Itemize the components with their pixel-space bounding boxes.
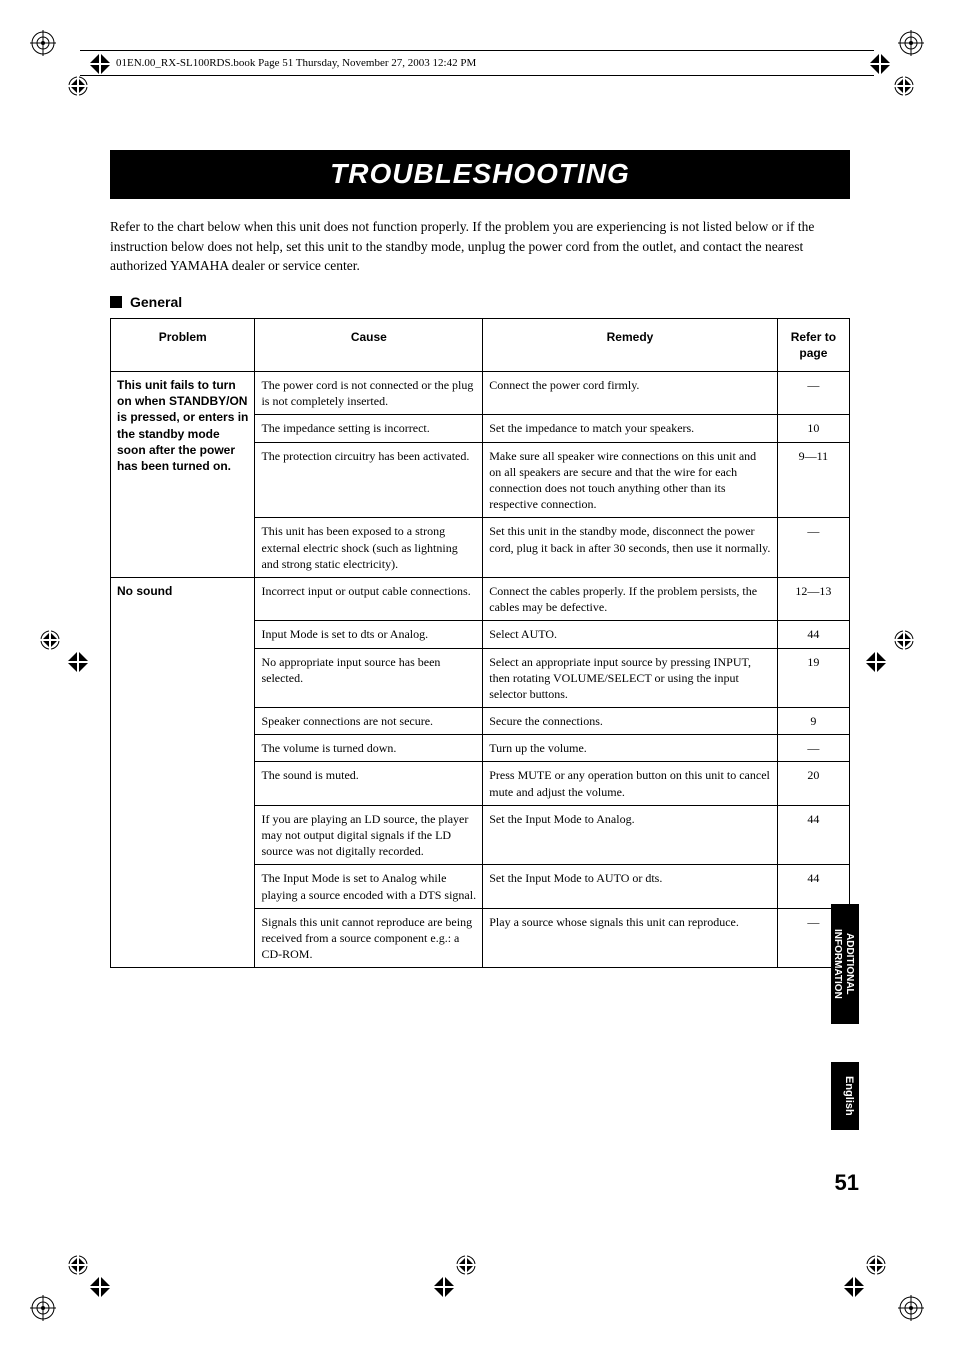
page-ref-cell: — [777,735,849,762]
page-ref-cell: 9 [777,708,849,735]
section-heading: General [110,294,850,310]
remedy-cell: Set this unit in the standby mode, disco… [483,518,777,578]
col-header-page: Refer to page [777,318,849,371]
problem-cell: This unit fails to turn on when STANDBY/… [111,372,255,578]
table-header-row: Problem Cause Remedy Refer to page [111,318,850,371]
cause-cell: Signals this unit cannot reproduce are b… [255,908,483,968]
crop-target-icon [30,1295,56,1321]
square-bullet-icon [110,296,122,308]
cause-cell: The volume is turned down. [255,735,483,762]
register-mark-icon [64,72,92,100]
remedy-cell: Make sure all speaker wire connections o… [483,442,777,518]
register-mark-icon [452,1251,480,1279]
register-mark-icon [862,648,890,676]
remedy-cell: Press MUTE or any operation button on th… [483,762,777,805]
crop-target-icon [898,30,924,56]
section-heading-label: General [130,294,182,310]
col-header-remedy: Remedy [483,318,777,371]
side-tab-english: English [831,1062,859,1130]
cause-cell: The sound is muted. [255,762,483,805]
page-ref-cell: 20 [777,762,849,805]
remedy-cell: Connect the power cord firmly. [483,372,777,415]
cause-cell: The protection circuitry has been activa… [255,442,483,518]
intro-paragraph: Refer to the chart below when this unit … [110,217,850,276]
remedy-cell: Connect the cables properly. If the prob… [483,577,777,620]
page-ref-cell: 44 [777,805,849,865]
cause-cell: The power cord is not connected or the p… [255,372,483,415]
cause-cell: The Input Mode is set to Analog while pl… [255,865,483,908]
cause-cell: Speaker connections are not secure. [255,708,483,735]
remedy-cell: Select an appropriate input source by pr… [483,648,777,708]
register-mark-icon [86,1273,114,1301]
cause-cell: The impedance setting is incorrect. [255,415,483,442]
crop-target-icon [30,30,56,56]
register-mark-icon [36,626,64,654]
header-strip: 01EN.00_RX-SL100RDS.book Page 51 Thursda… [80,50,874,76]
cause-cell: Input Mode is set to dts or Analog. [255,621,483,648]
troubleshooting-table: Problem Cause Remedy Refer to page This … [110,318,850,969]
col-header-problem: Problem [111,318,255,371]
header-strip-text: 01EN.00_RX-SL100RDS.book Page 51 Thursda… [116,57,476,69]
remedy-cell: Play a source whose signals this unit ca… [483,908,777,968]
register-mark-icon [890,72,918,100]
cause-cell: No appropriate input source has been sel… [255,648,483,708]
table-row: No soundIncorrect input or output cable … [111,577,850,620]
problem-cell: No sound [111,577,255,967]
remedy-cell: Select AUTO. [483,621,777,648]
remedy-cell: Secure the connections. [483,708,777,735]
col-header-cause: Cause [255,318,483,371]
page-ref-cell: 10 [777,415,849,442]
cause-cell: If you are playing an LD source, the pla… [255,805,483,865]
remedy-cell: Turn up the volume. [483,735,777,762]
register-mark-icon [840,1273,868,1301]
page-title: TROUBLESHOOTING [110,150,850,199]
page-ref-cell: 19 [777,648,849,708]
page-number: 51 [835,1170,859,1196]
table-row: This unit fails to turn on when STANDBY/… [111,372,850,415]
page-ref-cell: 44 [777,865,849,908]
remedy-cell: Set the Input Mode to AUTO or dts. [483,865,777,908]
register-mark-icon [64,648,92,676]
crop-target-icon [898,1295,924,1321]
page-ref-cell: 44 [777,621,849,648]
register-mark-icon [890,626,918,654]
cause-cell: Incorrect input or output cable connecti… [255,577,483,620]
side-tab-additional: ADDITIONAL INFORMATION [831,904,859,1024]
page-content: TROUBLESHOOTING Refer to the chart below… [110,150,850,968]
cause-cell: This unit has been exposed to a strong e… [255,518,483,578]
remedy-cell: Set the Input Mode to Analog. [483,805,777,865]
page-ref-cell: 12—13 [777,577,849,620]
page-ref-cell: — [777,518,849,578]
remedy-cell: Set the impedance to match your speakers… [483,415,777,442]
page-ref-cell: — [777,372,849,415]
page-ref-cell: 9—11 [777,442,849,518]
